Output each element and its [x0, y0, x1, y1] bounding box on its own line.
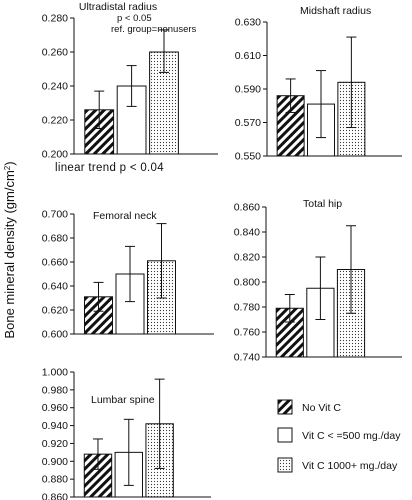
y-tick-label: 0.800	[234, 277, 260, 289]
y-tick-label: 0.980	[42, 384, 68, 396]
legend-swatch-no-vit-c	[277, 399, 293, 415]
y-tick-label: 1.000	[42, 367, 68, 379]
reference-group-annotation: ref. group=nonusers	[111, 24, 197, 35]
y-tick-label: 0.780	[234, 302, 260, 314]
y-tick-label: 0.590	[235, 84, 261, 96]
y-tick-label: 0.630	[235, 17, 261, 29]
y-tick-label: 0.840	[234, 227, 260, 239]
y-tick-label: 0.640	[42, 281, 68, 293]
legend-label: Vit C 1000+ mg./day	[302, 460, 398, 472]
y-tick-label: 0.620	[42, 305, 68, 317]
legend: No Vit C Vit C < =500 mg./day Vit C 1000…	[277, 399, 401, 473]
panel-title: Lumbar spine	[91, 394, 155, 406]
y-tick-label: 0.550	[235, 151, 261, 163]
y-axis-label: Bone mineral density (gm/cm2)	[2, 161, 17, 338]
panel-title: Femoral neck	[93, 210, 157, 222]
y-tick-label: 0.280	[42, 13, 68, 25]
panel-title: Midshaft radius	[300, 5, 371, 17]
y-tick-label: 0.940	[42, 420, 68, 432]
y-tick-label: 0.240	[42, 81, 68, 93]
y-tick-label: 0.660	[42, 257, 68, 269]
y-tick-label: 0.960	[42, 402, 68, 414]
y-tick-label: 0.740	[234, 352, 260, 364]
panel-femoral-neck: Femoral neck 0.600 0.620 0.640 0.660 0.680 0.…	[42, 209, 214, 341]
y-tick-label: 0.860	[42, 492, 68, 500]
y-tick-label: 0.570	[235, 117, 261, 129]
legend-label: Vit C < =500 mg./day	[302, 430, 401, 442]
panel-lumbar-spine: Lumbar spine 0.860 0.880 0.900 0.920 0.940 0.…	[42, 367, 211, 500]
legend-swatch-vit-c-1000	[277, 457, 293, 473]
y-tick-label: 0.880	[42, 474, 68, 486]
linear-trend-annotation: linear trend p < 0.04	[55, 162, 164, 174]
panel-title: Total hip	[303, 198, 342, 210]
y-tick-label: 0.900	[42, 456, 68, 468]
y-tick-label: 0.220	[42, 115, 68, 127]
legend-label: No Vit C	[302, 402, 341, 414]
y-tick-label: 0.600	[42, 329, 68, 341]
y-tick-label: 0.610	[235, 50, 261, 62]
panel-ultradistal-radius: Ultradistal radius p < 0.05 ref. group=n…	[42, 1, 218, 174]
y-tick-label: 0.700	[42, 209, 68, 221]
y-tick-label: 0.200	[42, 149, 68, 161]
y-tick-label: 0.860	[234, 202, 260, 214]
legend-swatch-vit-c-500	[277, 427, 293, 443]
p-value-annotation: p < 0.05	[117, 13, 152, 24]
panel-midshaft-radius: Midshaft radius 0.550 0.570 0.590 0.610 0.63…	[235, 5, 402, 163]
y-tick-label: 0.760	[234, 327, 260, 339]
y-tick-label: 0.680	[42, 233, 68, 245]
panel-title: Ultradistal radius	[79, 1, 157, 13]
panel-total-hip: Total hip 0.740 0.760 0.780 0.800 0.820 0.840…	[234, 198, 402, 364]
y-tick-label: 0.260	[42, 47, 68, 59]
y-tick-label: 0.920	[42, 438, 68, 450]
y-tick-label: 0.820	[234, 252, 260, 264]
